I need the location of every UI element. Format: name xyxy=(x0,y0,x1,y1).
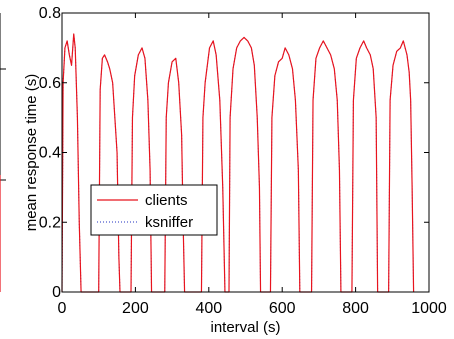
x-axis-label: interval (s) xyxy=(210,319,280,336)
y-axis-label: mean response time (s) xyxy=(23,74,40,232)
y-tick-label: 0.6 xyxy=(39,75,61,92)
legend-label-ksniffer: ksniffer xyxy=(145,214,193,231)
y-tick-label: 0.8 xyxy=(39,5,61,22)
adjacent-panel-fragment xyxy=(0,13,6,292)
series-line-clients xyxy=(61,33,415,293)
series-line-ksniffer xyxy=(61,33,415,293)
legend-label-clients: clients xyxy=(145,192,188,209)
x-tick-label: 600 xyxy=(269,300,296,317)
legend-box xyxy=(90,184,218,236)
plot-area-frame xyxy=(61,12,430,293)
y-tick-label: 0 xyxy=(52,284,61,301)
x-tick-label: 400 xyxy=(195,300,222,317)
x-tick-label: 200 xyxy=(122,300,149,317)
x-tick-label: 1000 xyxy=(411,300,447,317)
y-tick-label: 0.2 xyxy=(39,214,61,231)
x-tick-label: 800 xyxy=(342,300,369,317)
x-tick-label: 0 xyxy=(58,300,67,317)
series-layer xyxy=(61,33,415,293)
legend: clients ksniffer xyxy=(90,184,218,236)
y-tick-label: 0.4 xyxy=(39,145,61,162)
